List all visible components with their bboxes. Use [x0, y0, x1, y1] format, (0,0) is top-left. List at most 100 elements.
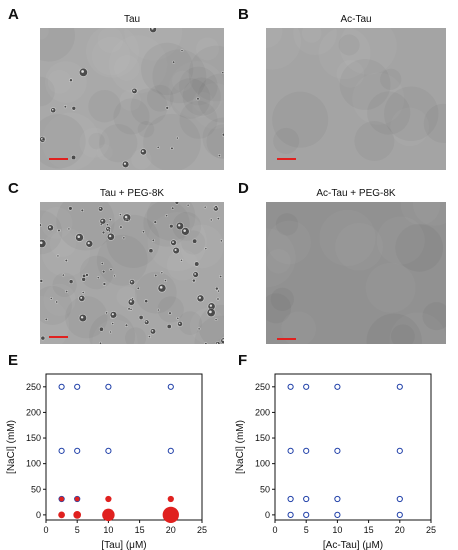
data-point-droplets: [73, 511, 82, 519]
y-tick-label: 200: [26, 407, 41, 417]
data-point-no-droplets: [303, 447, 310, 454]
data-point-no-droplets: [287, 511, 294, 518]
droplet-highlight: [194, 273, 197, 275]
droplet: [81, 209, 84, 212]
data-point-droplets: [59, 496, 64, 502]
y-tick-label: 0: [265, 510, 270, 520]
droplet: [217, 290, 220, 292]
texture-blotch: [319, 210, 375, 266]
droplet: [139, 315, 143, 320]
droplet: [108, 229, 111, 232]
plot-frame: [274, 373, 432, 521]
droplet-highlight: [178, 224, 181, 227]
droplet: [144, 299, 148, 303]
droplet: [176, 137, 179, 139]
texture-blotch: [48, 70, 72, 94]
micro-background: [266, 202, 446, 344]
droplet: [220, 240, 223, 242]
data-point-no-droplets: [74, 495, 81, 503]
texture-blotch: [120, 90, 141, 111]
droplet: [102, 270, 105, 273]
scale-bar: [277, 338, 296, 340]
microscopy-image-ac-tau: [266, 28, 446, 170]
micro-background: [40, 202, 224, 344]
y-tick-label: 200: [255, 407, 270, 417]
droplet: [111, 322, 114, 325]
panel-letter-e: E: [8, 352, 19, 369]
droplet: [71, 155, 76, 160]
droplet: [172, 61, 175, 64]
microscopy-image-ac-tau-peg: [266, 202, 446, 344]
x-tick-label: 25: [197, 525, 207, 535]
droplet: [109, 218, 112, 221]
droplet-highlight: [178, 322, 181, 325]
droplet-highlight: [198, 296, 201, 299]
scale-bar: [49, 158, 68, 160]
data-point-no-droplets: [74, 447, 81, 454]
droplet: [166, 106, 169, 109]
droplet: [125, 324, 128, 327]
droplet: [65, 259, 68, 262]
y-tick-label: 50: [31, 484, 41, 494]
droplet-highlight: [174, 248, 177, 252]
droplet: [217, 298, 219, 300]
texture-blotch: [196, 37, 219, 60]
data-point-no-droplets: [105, 383, 112, 390]
droplet-highlight: [48, 226, 51, 229]
droplet-highlight: [172, 241, 174, 244]
plot-frame: [45, 373, 203, 521]
droplet: [68, 228, 70, 230]
data-point-no-droplets: [303, 511, 310, 518]
droplet: [45, 318, 48, 321]
panel-letter-b: B: [238, 6, 249, 23]
droplet: [219, 275, 222, 278]
droplet: [106, 223, 109, 226]
droplet: [64, 105, 67, 108]
droplet: [100, 223, 103, 226]
droplet: [215, 287, 219, 290]
droplet-highlight: [77, 235, 81, 239]
texture-blotch: [135, 272, 177, 314]
droplet: [204, 342, 207, 344]
y-tick-label: 100: [26, 459, 41, 469]
droplet: [149, 248, 153, 253]
droplet: [180, 259, 183, 262]
droplet: [119, 226, 122, 229]
texture-blotch: [271, 288, 294, 311]
data-point-no-droplets: [287, 383, 294, 390]
panel-letter-a: A: [8, 6, 19, 23]
droplet: [85, 273, 89, 277]
droplet: [82, 291, 84, 294]
texture-blotch: [366, 263, 416, 313]
droplet: [101, 262, 104, 265]
droplet-highlight: [151, 330, 154, 332]
droplet: [175, 202, 179, 205]
panel-letter-c: C: [8, 180, 19, 197]
droplet: [154, 221, 157, 224]
droplet-highlight: [222, 339, 224, 342]
droplet: [210, 219, 213, 221]
droplet: [215, 205, 218, 208]
droplet-highlight: [216, 342, 219, 344]
data-point-no-droplets: [396, 511, 403, 518]
droplet: [222, 133, 224, 136]
x-tick-label: 5: [75, 525, 80, 535]
texture-blotch: [172, 71, 193, 92]
droplet-highlight: [80, 316, 84, 319]
droplet: [82, 274, 86, 278]
droplet: [204, 206, 206, 208]
droplet: [218, 154, 221, 157]
droplet: [181, 49, 183, 52]
droplet: [50, 297, 53, 300]
droplet: [103, 282, 106, 286]
droplet: [119, 213, 122, 216]
data-point-no-droplets: [303, 495, 310, 503]
x-axis-label: [Tau] (μM): [101, 540, 146, 550]
droplet: [192, 279, 196, 282]
droplet-highlight: [183, 229, 186, 232]
droplet-highlight: [209, 304, 213, 307]
droplet-highlight: [106, 227, 109, 230]
droplet: [157, 146, 159, 149]
droplet: [130, 308, 132, 311]
